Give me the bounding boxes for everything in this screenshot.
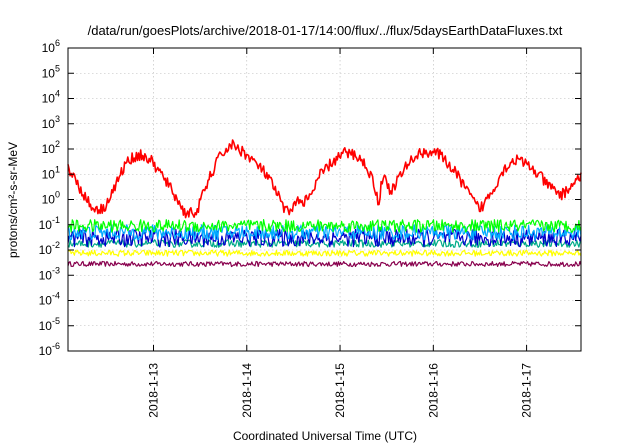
x-tick-label: 2018-1-14 <box>240 363 254 418</box>
y-tick-base: 10 <box>42 167 56 181</box>
y-tick-base: 10 <box>39 319 53 333</box>
y-tick-label: 10-3 <box>39 265 60 282</box>
y-tick-label: 100 <box>42 190 60 207</box>
y-tick-label: 106 <box>42 38 60 55</box>
y-tick-exponent: -6 <box>52 341 60 351</box>
y-tick-base: 10 <box>39 268 53 282</box>
y-tick-exponent: 0 <box>55 190 60 200</box>
y-tick-exponent: 2 <box>55 139 60 149</box>
y-tick-base: 10 <box>42 66 56 80</box>
y-axis-title: protons/cm²-s-sr-MeV <box>6 142 20 258</box>
x-tick-label: 2018-1-17 <box>520 363 534 418</box>
data-series <box>67 139 582 268</box>
y-tick-exponent: -1 <box>52 215 60 225</box>
y-tick-base: 10 <box>39 294 53 308</box>
series-line <box>67 219 582 233</box>
axis-ticks: 10-610-510-410-310-210-11001011021031041… <box>39 38 581 418</box>
series-line <box>67 239 582 248</box>
series-line <box>67 260 582 268</box>
x-tick-label: 2018-1-13 <box>147 363 161 418</box>
y-tick-base: 10 <box>39 344 53 358</box>
y-tick-exponent: -5 <box>52 316 60 326</box>
series-line <box>67 139 582 219</box>
y-tick-exponent: 1 <box>55 164 60 174</box>
y-tick-exponent: 5 <box>55 63 60 73</box>
y-tick-base: 10 <box>42 92 56 106</box>
y-tick-label: 10-4 <box>39 291 60 308</box>
y-tick-label: 102 <box>42 139 60 156</box>
y-tick-label: 10-2 <box>39 240 60 257</box>
y-tick-base: 10 <box>39 243 53 257</box>
y-tick-base: 10 <box>42 41 56 55</box>
y-tick-exponent: 4 <box>55 89 60 99</box>
y-tick-base: 10 <box>39 218 53 232</box>
y-tick-label: 103 <box>42 114 60 131</box>
x-tick-label: 2018-1-16 <box>426 363 440 418</box>
y-tick-base: 10 <box>42 117 56 131</box>
y-tick-exponent: 3 <box>55 114 60 124</box>
y-tick-label: 104 <box>42 89 60 106</box>
y-tick-label: 10-1 <box>39 215 60 232</box>
y-tick-label: 105 <box>42 63 60 80</box>
y-tick-base: 10 <box>42 193 56 207</box>
y-tick-base: 10 <box>42 142 56 156</box>
y-tick-exponent: 6 <box>55 38 60 48</box>
y-tick-exponent: -4 <box>52 291 60 301</box>
y-tick-label: 10-6 <box>39 341 60 358</box>
x-axis-title: Coordinated Universal Time (UTC) <box>233 429 417 443</box>
series-line <box>67 249 582 257</box>
y-tick-exponent: -2 <box>52 240 60 250</box>
y-tick-exponent: -3 <box>52 265 60 275</box>
y-tick-label: 101 <box>42 164 60 181</box>
chart-title: /data/run/goesPlots/archive/2018-01-17/1… <box>88 23 563 38</box>
x-tick-label: 2018-1-15 <box>333 363 347 418</box>
y-tick-label: 10-5 <box>39 316 60 333</box>
